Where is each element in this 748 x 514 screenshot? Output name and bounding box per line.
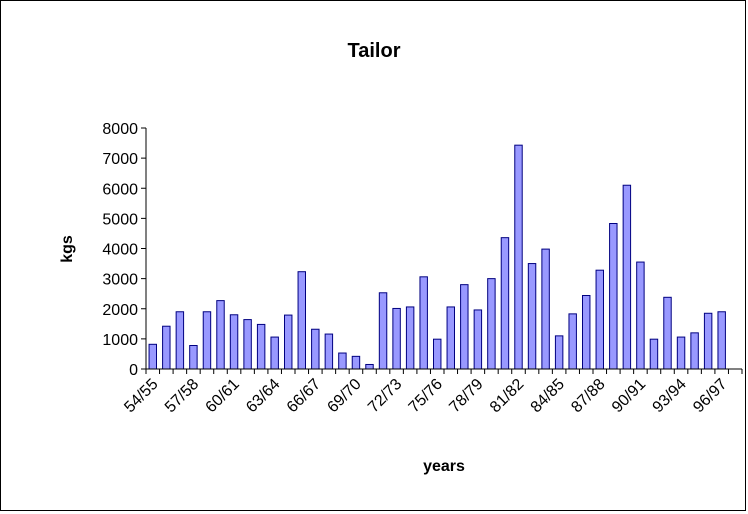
x-axis-title: years (423, 458, 465, 475)
y-tick-label: 8000 (102, 121, 138, 138)
bar-81/82 (514, 144, 523, 370)
x-tick-label: 69/70 (324, 376, 364, 416)
x-tick-label: 75/76 (406, 376, 446, 416)
bar-75/76 (433, 338, 442, 370)
x-tick-label: 81/82 (487, 376, 527, 416)
bar-56/57 (175, 311, 185, 370)
bar-91/92 (649, 338, 659, 370)
y-tick-label: 6000 (102, 181, 138, 198)
chart-title: Tailor (348, 40, 401, 62)
bar-67/68 (324, 333, 334, 370)
bar-88/89 (609, 223, 618, 370)
bars (148, 144, 726, 370)
bar-79/80 (487, 278, 496, 370)
x-tick-label: 63/64 (243, 376, 283, 416)
bar-89/90 (622, 184, 632, 370)
bar-80/81 (500, 237, 510, 370)
bar-68/69 (338, 352, 347, 370)
y-axis: 0 1000 2000 3000 4000 5000 6000 7000 8000 (102, 121, 147, 379)
bar-84/85 (554, 335, 564, 370)
x-tick-label: 72/73 (365, 376, 405, 416)
bar-76/77 (446, 306, 455, 370)
x-tick-label: 60/61 (203, 376, 243, 416)
bar-59/60 (216, 300, 225, 370)
x-tick-label: 96/97 (690, 376, 730, 416)
bar-95/96 (703, 312, 713, 370)
y-tick-label: 7000 (102, 151, 138, 168)
bar-74/75 (419, 276, 428, 370)
bar-72/73 (392, 307, 401, 370)
x-tick-label: 90/91 (609, 376, 649, 416)
x-tick-label: 57/58 (162, 376, 202, 416)
bar-73/74 (405, 306, 415, 370)
bar-54/55 (148, 343, 158, 370)
bar-83/84 (541, 248, 550, 370)
bar-93/94 (676, 336, 686, 370)
bar-61/62 (243, 319, 252, 370)
x-tick-label: 54/55 (121, 376, 161, 416)
bar-87/88 (595, 269, 604, 370)
bar-62/63 (256, 323, 266, 370)
bar-85/86 (568, 313, 577, 370)
bar-58/59 (202, 311, 212, 370)
y-tick-label: 5000 (102, 211, 138, 228)
bar-92/93 (663, 296, 672, 370)
x-axis: 54/55 57/58 60/61 63/64 66/67 69/70 72/73 75/76… (121, 368, 743, 416)
x-tick-label: 66/67 (284, 376, 324, 416)
x-tick-label: 78/79 (446, 376, 486, 416)
y-tick-label: 2000 (102, 302, 138, 319)
bar-86/87 (582, 295, 591, 370)
bar-60/61 (229, 314, 239, 370)
y-tick-label: 0 (129, 362, 138, 379)
bar-90/91 (636, 261, 645, 370)
bar-78/79 (473, 309, 483, 370)
bar-77/78 (460, 284, 469, 370)
bar-65/66 (297, 271, 306, 370)
y-tick-label: 4000 (102, 242, 138, 259)
bar-63/64 (270, 336, 279, 370)
bar-70/71 (365, 363, 374, 370)
x-tick-label: 93/94 (650, 376, 690, 416)
x-tick-label: 87/88 (568, 376, 608, 416)
bar-55/56 (162, 325, 171, 370)
bar-96/97 (717, 311, 726, 370)
y-tick-label: 3000 (102, 272, 138, 289)
bar-57/58 (189, 345, 198, 370)
y-tick-label: 1000 (102, 332, 138, 349)
bar-82/83 (527, 263, 537, 370)
bar-69/70 (351, 355, 361, 370)
x-tick-label: 84/85 (528, 376, 568, 416)
bar-64/65 (284, 314, 293, 370)
bar-94/95 (690, 332, 699, 370)
bar-71/72 (378, 292, 388, 370)
bar-66/67 (311, 328, 320, 370)
y-axis-title: kgs (59, 235, 76, 263)
